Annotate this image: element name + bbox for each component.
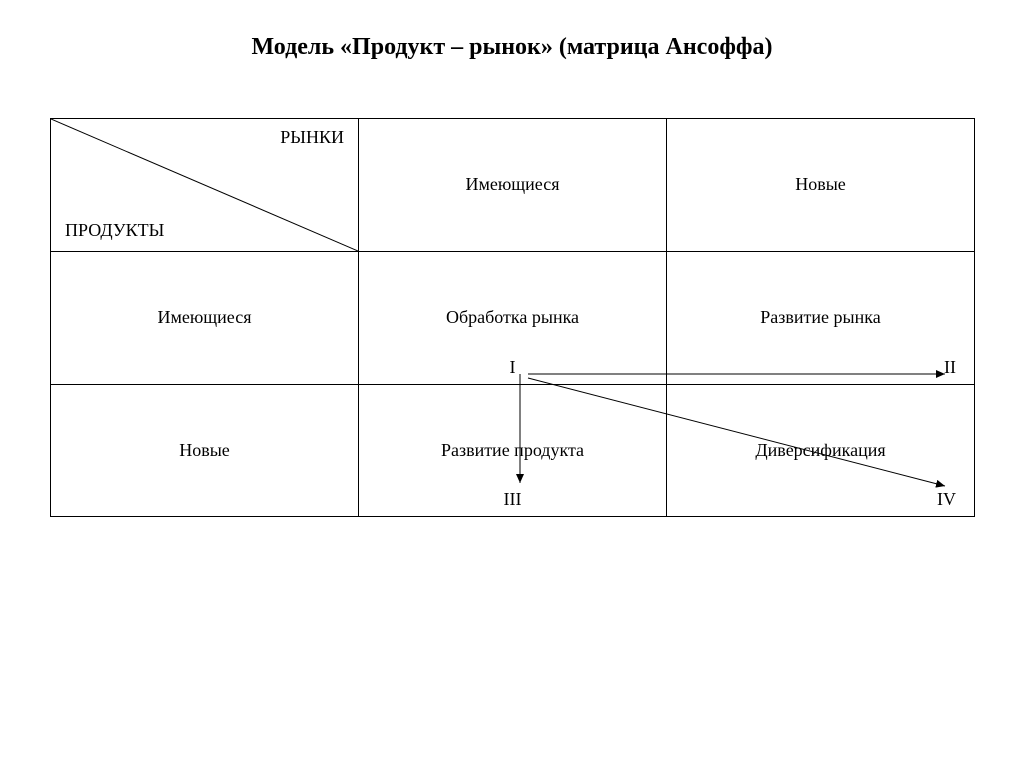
col-header-label: Имеющиеся [359,174,666,196]
roman-III: III [504,489,522,510]
row-new: Новые Развитие продукта III Диверсификац… [51,385,975,517]
diagonal-header-cell: РЫНКИ ПРОДУКТЫ [51,119,359,252]
row-header-label: Новые [51,440,358,462]
cell-label: Развитие продукта [359,440,666,462]
cell-diversification: Диверсификация IV [667,385,975,517]
col-header-existing: Имеющиеся [359,119,667,252]
row-header-label: Имеющиеся [51,307,358,329]
roman-II: II [944,357,956,378]
col-header-new: Новые [667,119,975,252]
row-header-new: Новые [51,385,359,517]
cell-market-penetration: Обработка рынка I [359,252,667,385]
roman-IV: IV [937,489,956,510]
matrix-table: РЫНКИ ПРОДУКТЫ Имеющиеся Новые Имеющиеся [50,118,975,517]
products-axis-label: ПРОДУКТЫ [65,220,164,241]
cell-label: Развитие рынка [667,307,974,329]
col-header-label: Новые [667,174,974,196]
page: Модель «Продукт – рынок» (матрица Ансофф… [0,0,1024,767]
ansoff-matrix: РЫНКИ ПРОДУКТЫ Имеющиеся Новые Имеющиеся [50,118,974,513]
row-header-existing: Имеющиеся [51,252,359,385]
cell-product-development: Развитие продукта III [359,385,667,517]
page-title: Модель «Продукт – рынок» (матрица Ансофф… [0,34,1024,61]
cell-label: Диверсификация [667,440,974,462]
cell-market-development: Развитие рынка II [667,252,975,385]
header-row: РЫНКИ ПРОДУКТЫ Имеющиеся Новые [51,119,975,252]
cell-label: Обработка рынка [359,307,666,329]
markets-axis-label: РЫНКИ [280,127,344,148]
roman-I: I [510,357,516,378]
row-existing: Имеющиеся Обработка рынка I Развитие рын… [51,252,975,385]
